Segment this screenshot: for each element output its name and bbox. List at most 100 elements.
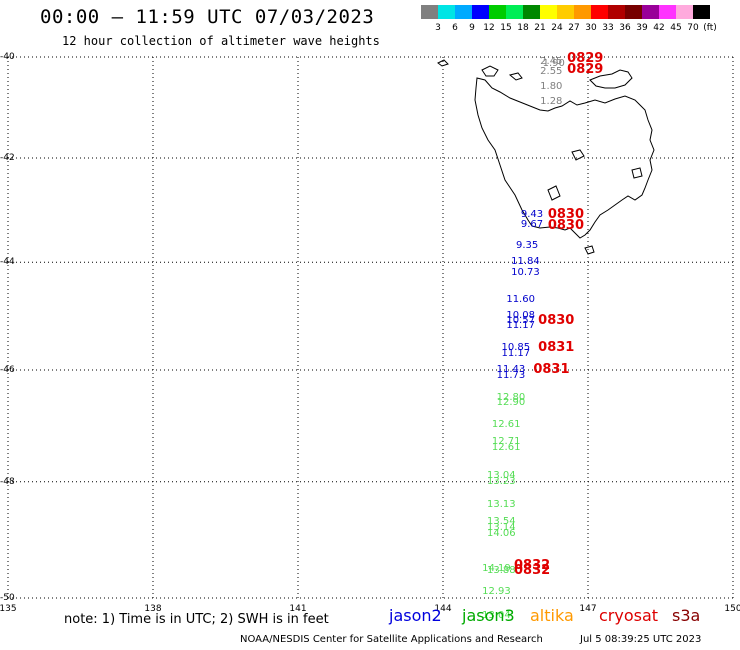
legend-label: 45 [670,23,682,33]
units-note: note: 1) Time is in UTC; 2) SWH is in fe… [64,612,329,627]
legend-label: 6 [452,23,458,33]
legend-label: (ft) [703,23,717,33]
lat-label: -40 [0,52,15,62]
footer-credit: NOAA/NESDIS Center for Satellite Applica… [240,634,543,645]
swh-value: 9.35 [516,240,539,252]
lat-label: -48 [0,476,15,487]
legend-swatch [591,5,608,19]
grid-lines [7,56,734,599]
legend-swatch [540,5,557,19]
swh-value: 11.17 [501,347,531,359]
swh-value: 1.90 [542,58,565,70]
legend-label: 36 [619,23,631,33]
swh-value: 14.06 [487,527,516,539]
legend-label: 18 [517,23,529,33]
swh-value: 9.43 [520,208,544,220]
legend-label: 12 [483,23,495,33]
coastline-tasmania [437,59,655,255]
legend-swatch [557,5,574,19]
lat-label: -44 [0,257,15,268]
swh-value: 13.23 [487,475,516,487]
swh-value: 13.04 [487,470,516,482]
satellite-altika: altika [530,606,574,625]
lat-label: -50 [0,593,15,603]
legend-swatch [625,5,642,19]
pass-time-label: 0830 [547,218,585,234]
swh-value: 1.80 [540,80,563,92]
swh-value: 12.71 [491,436,521,448]
satellite-jason3: jason3 [462,606,515,625]
swh-value: 10.08 [506,309,535,321]
swh-value: 11.73 [496,369,526,381]
swh-value: 13.14 [487,521,516,533]
lat-label: -46 [0,365,15,376]
legend-label: 21 [534,23,546,33]
swh-value: 13.13 [487,498,516,510]
satellite-cryosat: cryosat [599,606,659,625]
legend-label: 9 [469,23,475,33]
lon-label: 147 [579,604,597,614]
swh-value: 11.43 [496,364,526,376]
legend-label: 70 [687,23,699,33]
pass-time-label: 0832 [514,557,551,573]
swh-value: 13.54 [487,515,516,527]
legend-label: 39 [636,23,648,33]
legend-label: 27 [568,23,580,33]
pass-time-label: 0829 [567,51,604,67]
swh-value: 9.67 [520,219,544,231]
satellite-s3a: s3a [672,606,701,625]
swh-value: 2.55 [540,65,563,77]
swh-value: 14.19 [482,562,511,574]
swh-value: 10.73 [511,266,540,278]
legend-swatch [693,5,710,19]
swh-value: 11.17 [506,320,535,332]
swh-value: 12.93 [482,586,511,598]
swh-value: 12.80 [496,391,526,403]
legend-swatch [659,5,676,19]
legend-label: 24 [551,23,563,33]
legend-swatch [506,5,523,19]
lon-label: 144 [434,604,452,614]
lon-label: 138 [144,604,162,614]
swh-value: 13.88 [487,565,516,577]
legend-swatch [608,5,625,19]
swh-value: 2.45 [540,55,563,67]
swh-value: 13.04 [482,609,511,621]
map-subtitle: 12 hour collection of altimeter wave hei… [62,34,380,48]
legend-swatch [523,5,540,19]
swh-value: 12.61 [491,441,521,453]
legend-label: 3 [435,23,441,33]
pass-time-label: 0831 [533,362,570,378]
swh-value: 10.85 [501,342,531,354]
map-title: 00:00 – 11:59 UTC 07/03/2023 [40,6,375,28]
footer-timestamp: Jul 5 08:39:25 UTC 2023 [580,634,702,645]
legend-swatch [676,5,693,19]
swh-value: 12.90 [496,397,526,409]
swh-value: 12.61 [491,419,521,431]
legend-label: 33 [602,23,614,33]
lon-label: 150 [724,604,740,614]
pass-time-label: 0831 [538,340,575,356]
pass-time-label: 0832 [514,563,551,579]
legend-swatch [421,5,438,19]
pass-time-label: 0830 [547,206,585,222]
legend-swatch [574,5,591,19]
legend-swatch [472,5,489,19]
swh-value: 10.57 [506,315,535,327]
pass-time-label: 0830 [538,313,575,329]
lon-label: 135 [0,604,17,614]
legend-swatch [438,5,455,19]
swh-value: 11.84 [511,256,540,268]
swh-value: 11.60 [506,293,535,305]
legend-swatch [489,5,506,19]
legend-label: 42 [653,23,665,33]
satellite-jason2: jason2 [389,606,442,625]
swh-value: 1.28 [540,96,563,108]
legend-swatch [455,5,472,19]
legend-label: 30 [585,23,597,33]
lon-label: 141 [289,604,307,614]
legend-label: 15 [500,23,512,33]
lat-label: -42 [0,153,15,163]
pass-time-label: 0829 [567,62,604,78]
